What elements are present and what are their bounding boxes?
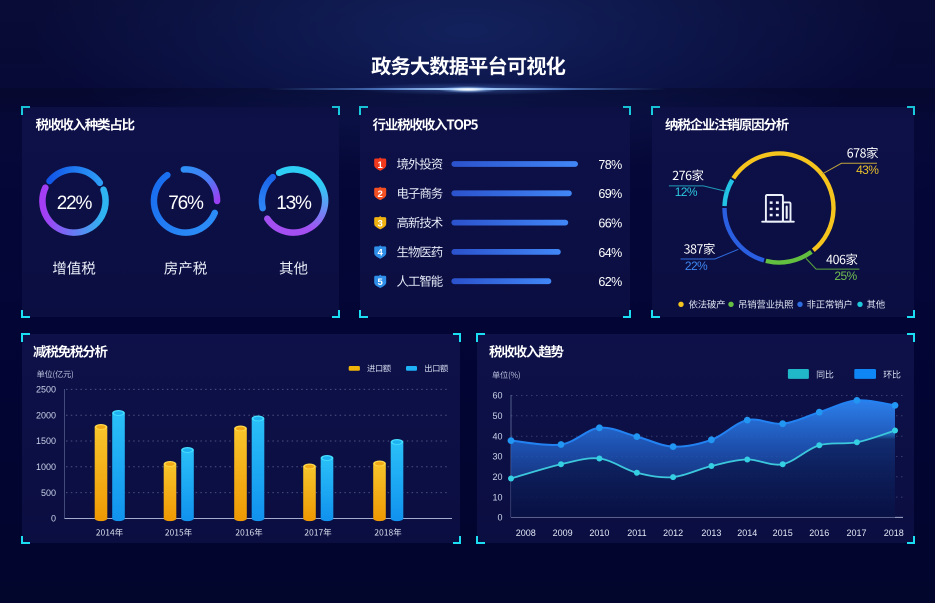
svg-text:1500: 1500: [36, 436, 56, 446]
svg-text:2017: 2017: [846, 528, 866, 538]
svg-text:2018: 2018: [884, 528, 904, 538]
svg-text:10: 10: [492, 492, 502, 502]
svg-text:2016: 2016: [809, 528, 829, 538]
svg-text:2: 2: [378, 189, 383, 200]
svg-text:25%: 25%: [834, 269, 857, 283]
svg-text:2000: 2000: [36, 410, 56, 420]
svg-text:20: 20: [492, 472, 502, 482]
svg-text:12%: 12%: [675, 185, 698, 199]
svg-text:62%: 62%: [598, 275, 622, 289]
svg-text:60: 60: [492, 391, 502, 401]
svg-text:500: 500: [41, 488, 56, 498]
svg-text:30: 30: [492, 452, 502, 462]
svg-text:1: 1: [378, 160, 384, 171]
svg-text:2008: 2008: [516, 528, 536, 538]
svg-text:50: 50: [492, 411, 502, 421]
svg-text:13%: 13%: [276, 193, 312, 214]
svg-text:2012: 2012: [663, 528, 683, 538]
svg-text:0: 0: [51, 514, 56, 524]
svg-text:64%: 64%: [598, 246, 622, 260]
svg-text:2013: 2013: [701, 528, 721, 538]
svg-text:5: 5: [378, 277, 384, 288]
svg-text:2010: 2010: [589, 528, 609, 538]
svg-text:2011: 2011: [627, 528, 646, 538]
svg-text:76%: 76%: [168, 193, 204, 214]
svg-text:43%: 43%: [856, 163, 879, 177]
svg-text:40: 40: [492, 431, 502, 441]
svg-text:2014: 2014: [737, 528, 757, 538]
svg-text:78%: 78%: [598, 158, 622, 172]
svg-text:69%: 69%: [598, 187, 622, 201]
svg-text:2500: 2500: [36, 385, 56, 395]
svg-text:22%: 22%: [685, 259, 708, 273]
svg-text:4: 4: [378, 248, 384, 259]
svg-text:66%: 66%: [598, 217, 622, 231]
svg-text:3: 3: [378, 218, 383, 229]
svg-text:22%: 22%: [57, 193, 93, 214]
svg-text:0: 0: [497, 513, 502, 523]
svg-text:1000: 1000: [36, 462, 56, 472]
svg-text:2015: 2015: [773, 528, 793, 538]
svg-text:2009: 2009: [553, 528, 573, 538]
